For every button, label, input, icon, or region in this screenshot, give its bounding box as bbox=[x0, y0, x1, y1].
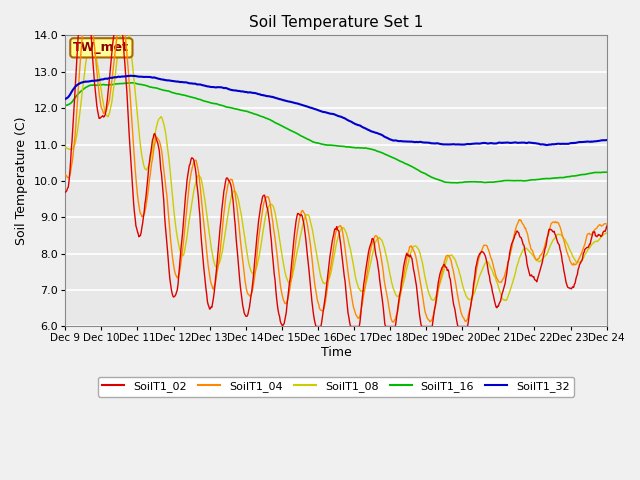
SoilT1_08 bbox=[435, 286, 442, 292]
SoilT1_32 bbox=[204, 84, 212, 89]
SoilT1_04 bbox=[381, 281, 388, 287]
SoilT1_16 bbox=[435, 177, 442, 182]
SoilT1_16 bbox=[204, 99, 212, 105]
SoilT1_32 bbox=[603, 137, 611, 143]
SoilT1_32 bbox=[435, 141, 442, 146]
SoilT1_02 bbox=[555, 241, 563, 247]
SoilT1_16 bbox=[181, 93, 189, 98]
SoilT1_02 bbox=[329, 235, 337, 240]
SoilT1_02 bbox=[435, 276, 443, 282]
SoilT1_02 bbox=[382, 324, 390, 329]
SoilT1_32 bbox=[555, 141, 563, 146]
SoilT1_32 bbox=[127, 73, 134, 79]
Title: Soil Temperature Set 1: Soil Temperature Set 1 bbox=[249, 15, 423, 30]
SoilT1_02 bbox=[76, 14, 84, 20]
SoilT1_32 bbox=[381, 134, 388, 140]
SoilT1_04 bbox=[61, 172, 69, 178]
Text: TW_met: TW_met bbox=[74, 41, 129, 54]
SoilT1_04 bbox=[435, 283, 443, 289]
SoilT1_08 bbox=[555, 231, 563, 237]
Line: SoilT1_08: SoilT1_08 bbox=[65, 24, 607, 300]
SoilT1_02 bbox=[312, 324, 320, 329]
SoilT1_08 bbox=[204, 222, 212, 228]
SoilT1_08 bbox=[381, 247, 388, 253]
SoilT1_16 bbox=[61, 103, 69, 108]
SoilT1_02 bbox=[61, 189, 69, 195]
Line: SoilT1_04: SoilT1_04 bbox=[65, 17, 607, 322]
Legend: SoilT1_02, SoilT1_04, SoilT1_08, SoilT1_16, SoilT1_32: SoilT1_02, SoilT1_04, SoilT1_08, SoilT1_… bbox=[97, 377, 575, 396]
SoilT1_02 bbox=[603, 223, 611, 229]
SoilT1_16 bbox=[381, 151, 388, 157]
SoilT1_08 bbox=[501, 298, 509, 303]
SoilT1_08 bbox=[181, 247, 189, 252]
SoilT1_08 bbox=[61, 144, 69, 150]
SoilT1_16 bbox=[328, 143, 336, 148]
SoilT1_32 bbox=[328, 111, 336, 117]
SoilT1_16 bbox=[127, 80, 135, 85]
Line: SoilT1_16: SoilT1_16 bbox=[65, 83, 607, 183]
SoilT1_32 bbox=[543, 142, 551, 148]
SoilT1_08 bbox=[603, 230, 611, 236]
SoilT1_04 bbox=[181, 226, 189, 231]
SoilT1_08 bbox=[328, 263, 336, 269]
SoilT1_32 bbox=[181, 80, 189, 85]
Line: SoilT1_02: SoilT1_02 bbox=[65, 17, 607, 326]
SoilT1_16 bbox=[453, 180, 461, 186]
SoilT1_04 bbox=[389, 319, 397, 325]
SoilT1_08 bbox=[120, 21, 128, 27]
SoilT1_04 bbox=[81, 14, 89, 20]
SoilT1_16 bbox=[603, 169, 611, 175]
Y-axis label: Soil Temperature (C): Soil Temperature (C) bbox=[15, 117, 28, 245]
SoilT1_04 bbox=[328, 254, 336, 260]
SoilT1_02 bbox=[204, 301, 212, 307]
SoilT1_32 bbox=[61, 96, 69, 102]
SoilT1_04 bbox=[204, 262, 212, 268]
SoilT1_02 bbox=[181, 201, 189, 207]
SoilT1_04 bbox=[603, 221, 611, 227]
Line: SoilT1_32: SoilT1_32 bbox=[65, 76, 607, 145]
X-axis label: Time: Time bbox=[321, 346, 351, 359]
SoilT1_04 bbox=[555, 220, 563, 226]
SoilT1_16 bbox=[555, 175, 563, 180]
